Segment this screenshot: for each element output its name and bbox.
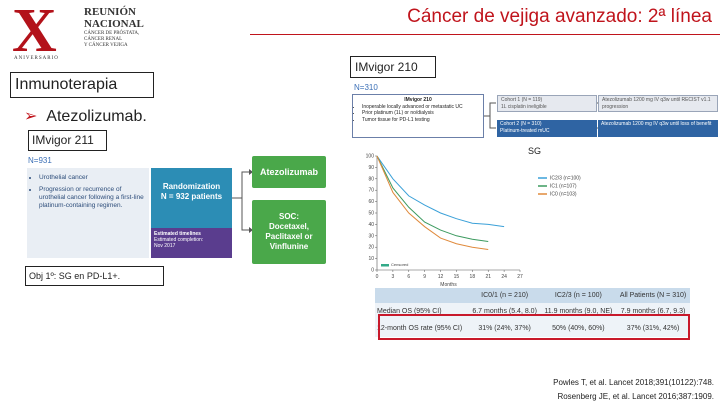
censored-label: Censored — [391, 262, 408, 267]
cell: 37% (31%, 42%) — [616, 320, 690, 337]
section-label: Inmunoterapia — [10, 72, 154, 98]
arrows — [232, 169, 253, 233]
bullet: Prior platinum (1L) or no/dialysis — [362, 110, 480, 117]
reference: Powles T, et al. Lancet 2018;391(10122):… — [553, 378, 714, 387]
y-tick-label: 70 — [368, 188, 374, 194]
y-tick-label: 90 — [368, 165, 374, 171]
arm-box: Atezolizumab — [252, 156, 326, 188]
y-tick-label: 0 — [371, 268, 374, 274]
text: Paclitaxel or — [265, 232, 313, 241]
survival-curve — [376, 155, 489, 250]
x-axis-label: Months — [440, 282, 457, 288]
eligibility-box: Urothelial cancer Progression or recurre… — [27, 168, 149, 258]
connector — [232, 171, 252, 231]
logo-line: NACIONAL — [84, 18, 144, 30]
treatment-box: Atezolizumab 1200 mg IV q3w until loss o… — [598, 120, 718, 137]
arrow: ➢ — [24, 108, 38, 125]
x-tick-label: 9 — [423, 274, 426, 280]
legend-label: IC0 (n=103) — [550, 192, 577, 198]
cell: 31% (24%, 37%) — [468, 320, 541, 337]
drug-bullet: ➢ Atezolizumab. — [24, 106, 147, 126]
text: Docetaxel, — [268, 222, 310, 231]
reference: Rosenberg JE, et al. Lancet 2016;387:190… — [557, 392, 714, 401]
x-tick-label: 24 — [501, 274, 507, 280]
drug: Atezolizumab. — [46, 108, 147, 125]
slide-title: Cáncer de vejiga avanzado: 2ª línea — [407, 6, 712, 27]
text: N = 932 patients — [160, 192, 223, 201]
logo-mark: X — [12, 0, 57, 65]
cohort-box: Cohort 1 (N = 119) 1L cisplatin ineligibl… — [497, 95, 597, 112]
y-tick-label: 30 — [368, 233, 374, 239]
text: 1L cisplatin ineligible — [501, 103, 547, 110]
header: IC0/1 (n = 210) — [468, 288, 541, 303]
text: Nov 2017 — [154, 243, 176, 249]
y-tick-label: 20 — [368, 245, 374, 251]
text: Estimated completion: — [154, 237, 204, 243]
cohort-box: Cohort 2 (N = 310) Platinum-treated mUC — [497, 120, 597, 137]
legend-label: IC2/3 (n=100) — [550, 176, 581, 182]
y-tick-label: 60 — [368, 199, 374, 205]
x-tick-label: 15 — [454, 274, 460, 280]
y-tick-label: 10 — [368, 256, 374, 262]
arm-box: SOC: Docetaxel, Paclitaxel or Vinflunine — [252, 200, 326, 264]
text: SOC: — [279, 212, 299, 221]
x-tick-label: 6 — [407, 274, 410, 280]
title-rule — [250, 34, 720, 35]
bullet: Progression or recurrence of urothelial … — [39, 186, 145, 210]
km-label: SG — [528, 146, 542, 156]
text: Vinflunine — [269, 242, 309, 251]
logo-sub: CÁNCER DE PRÓSTATA, — [84, 31, 140, 36]
bullet: Urothelial cancer — [39, 174, 145, 182]
x-tick-label: 21 — [485, 274, 491, 280]
y-tick-label: 80 — [368, 176, 374, 182]
x-tick-label: 12 — [438, 274, 444, 280]
logo-tag: ANIVERSARIO — [14, 56, 59, 61]
text: Cohort 1 (N = 119) — [501, 97, 543, 103]
survival-curve — [376, 155, 505, 228]
objective: Obj 1º: SG en PD-L1+. — [25, 266, 164, 286]
timeline-box: Estimated timelines Estimated completion… — [151, 228, 232, 258]
arrows — [484, 102, 598, 129]
text: Platinum-treated mUC — [500, 127, 550, 134]
treatment-box: Atezolizumab 1200 mg IV q3w until RECIST… — [598, 95, 718, 112]
bullet: Tumor tissue for PD-L1 testing — [362, 117, 480, 124]
connector — [484, 102, 598, 129]
highlight — [378, 314, 690, 340]
x-tick-label: 0 — [376, 274, 379, 280]
header-row: IC0/1 (n = 210) IC2/3 (n = 100) All Pati… — [375, 288, 690, 303]
logo-sub: Y CÁNCER VEJIGA — [84, 43, 128, 48]
logo-sub: CÁNCER RENAL — [84, 37, 123, 42]
censored-swatch — [381, 264, 389, 267]
row: 12-month OS rate (95% CI) 31% (24%, 37%)… — [375, 320, 690, 337]
text: Randomization — [162, 182, 221, 191]
corner — [375, 288, 469, 303]
x-tick-label: 27 — [517, 274, 523, 280]
text: Cohort 2 (N = 310) — [500, 121, 542, 127]
header: All Patients (N = 310) — [616, 288, 690, 303]
randomization-box: Randomization N = 932 patients — [151, 168, 232, 228]
y-tick-label: 40 — [368, 222, 374, 228]
sample-size: N=310 — [354, 83, 378, 92]
trial-label: IMvigor 210 — [350, 56, 436, 78]
legend-label: IC1 (n=107) — [550, 184, 577, 190]
km-chart: 0 10 20 30 40 50 60 70 80 90 100 0 3 6 9 12 15 18 21 24 27 Mo… — [366, 154, 581, 289]
trial-label: IMvigor 211 — [28, 130, 107, 151]
criteria-box: IMvigor 210 Inoperable locally advanced … — [352, 94, 484, 138]
text: IMvigor 210 — [404, 97, 432, 103]
header: IC2/3 (n = 100) — [540, 288, 617, 303]
cell: 50% (40%, 60%) — [540, 320, 617, 337]
bullet: Inoperable locally advanced or metastati… — [362, 104, 480, 111]
survival-curve — [376, 155, 489, 242]
x-tick-label: 3 — [391, 274, 394, 280]
y-tick-label: 100 — [366, 154, 375, 160]
x-tick-label: 18 — [470, 274, 476, 280]
text: Estimated timelines — [154, 231, 201, 237]
y-tick-label: 50 — [368, 211, 374, 217]
logo-line: REUNIÓN — [84, 6, 136, 18]
sample-size: N=931 — [28, 156, 52, 165]
row-label: 12-month OS rate (95% CI) — [375, 320, 469, 337]
